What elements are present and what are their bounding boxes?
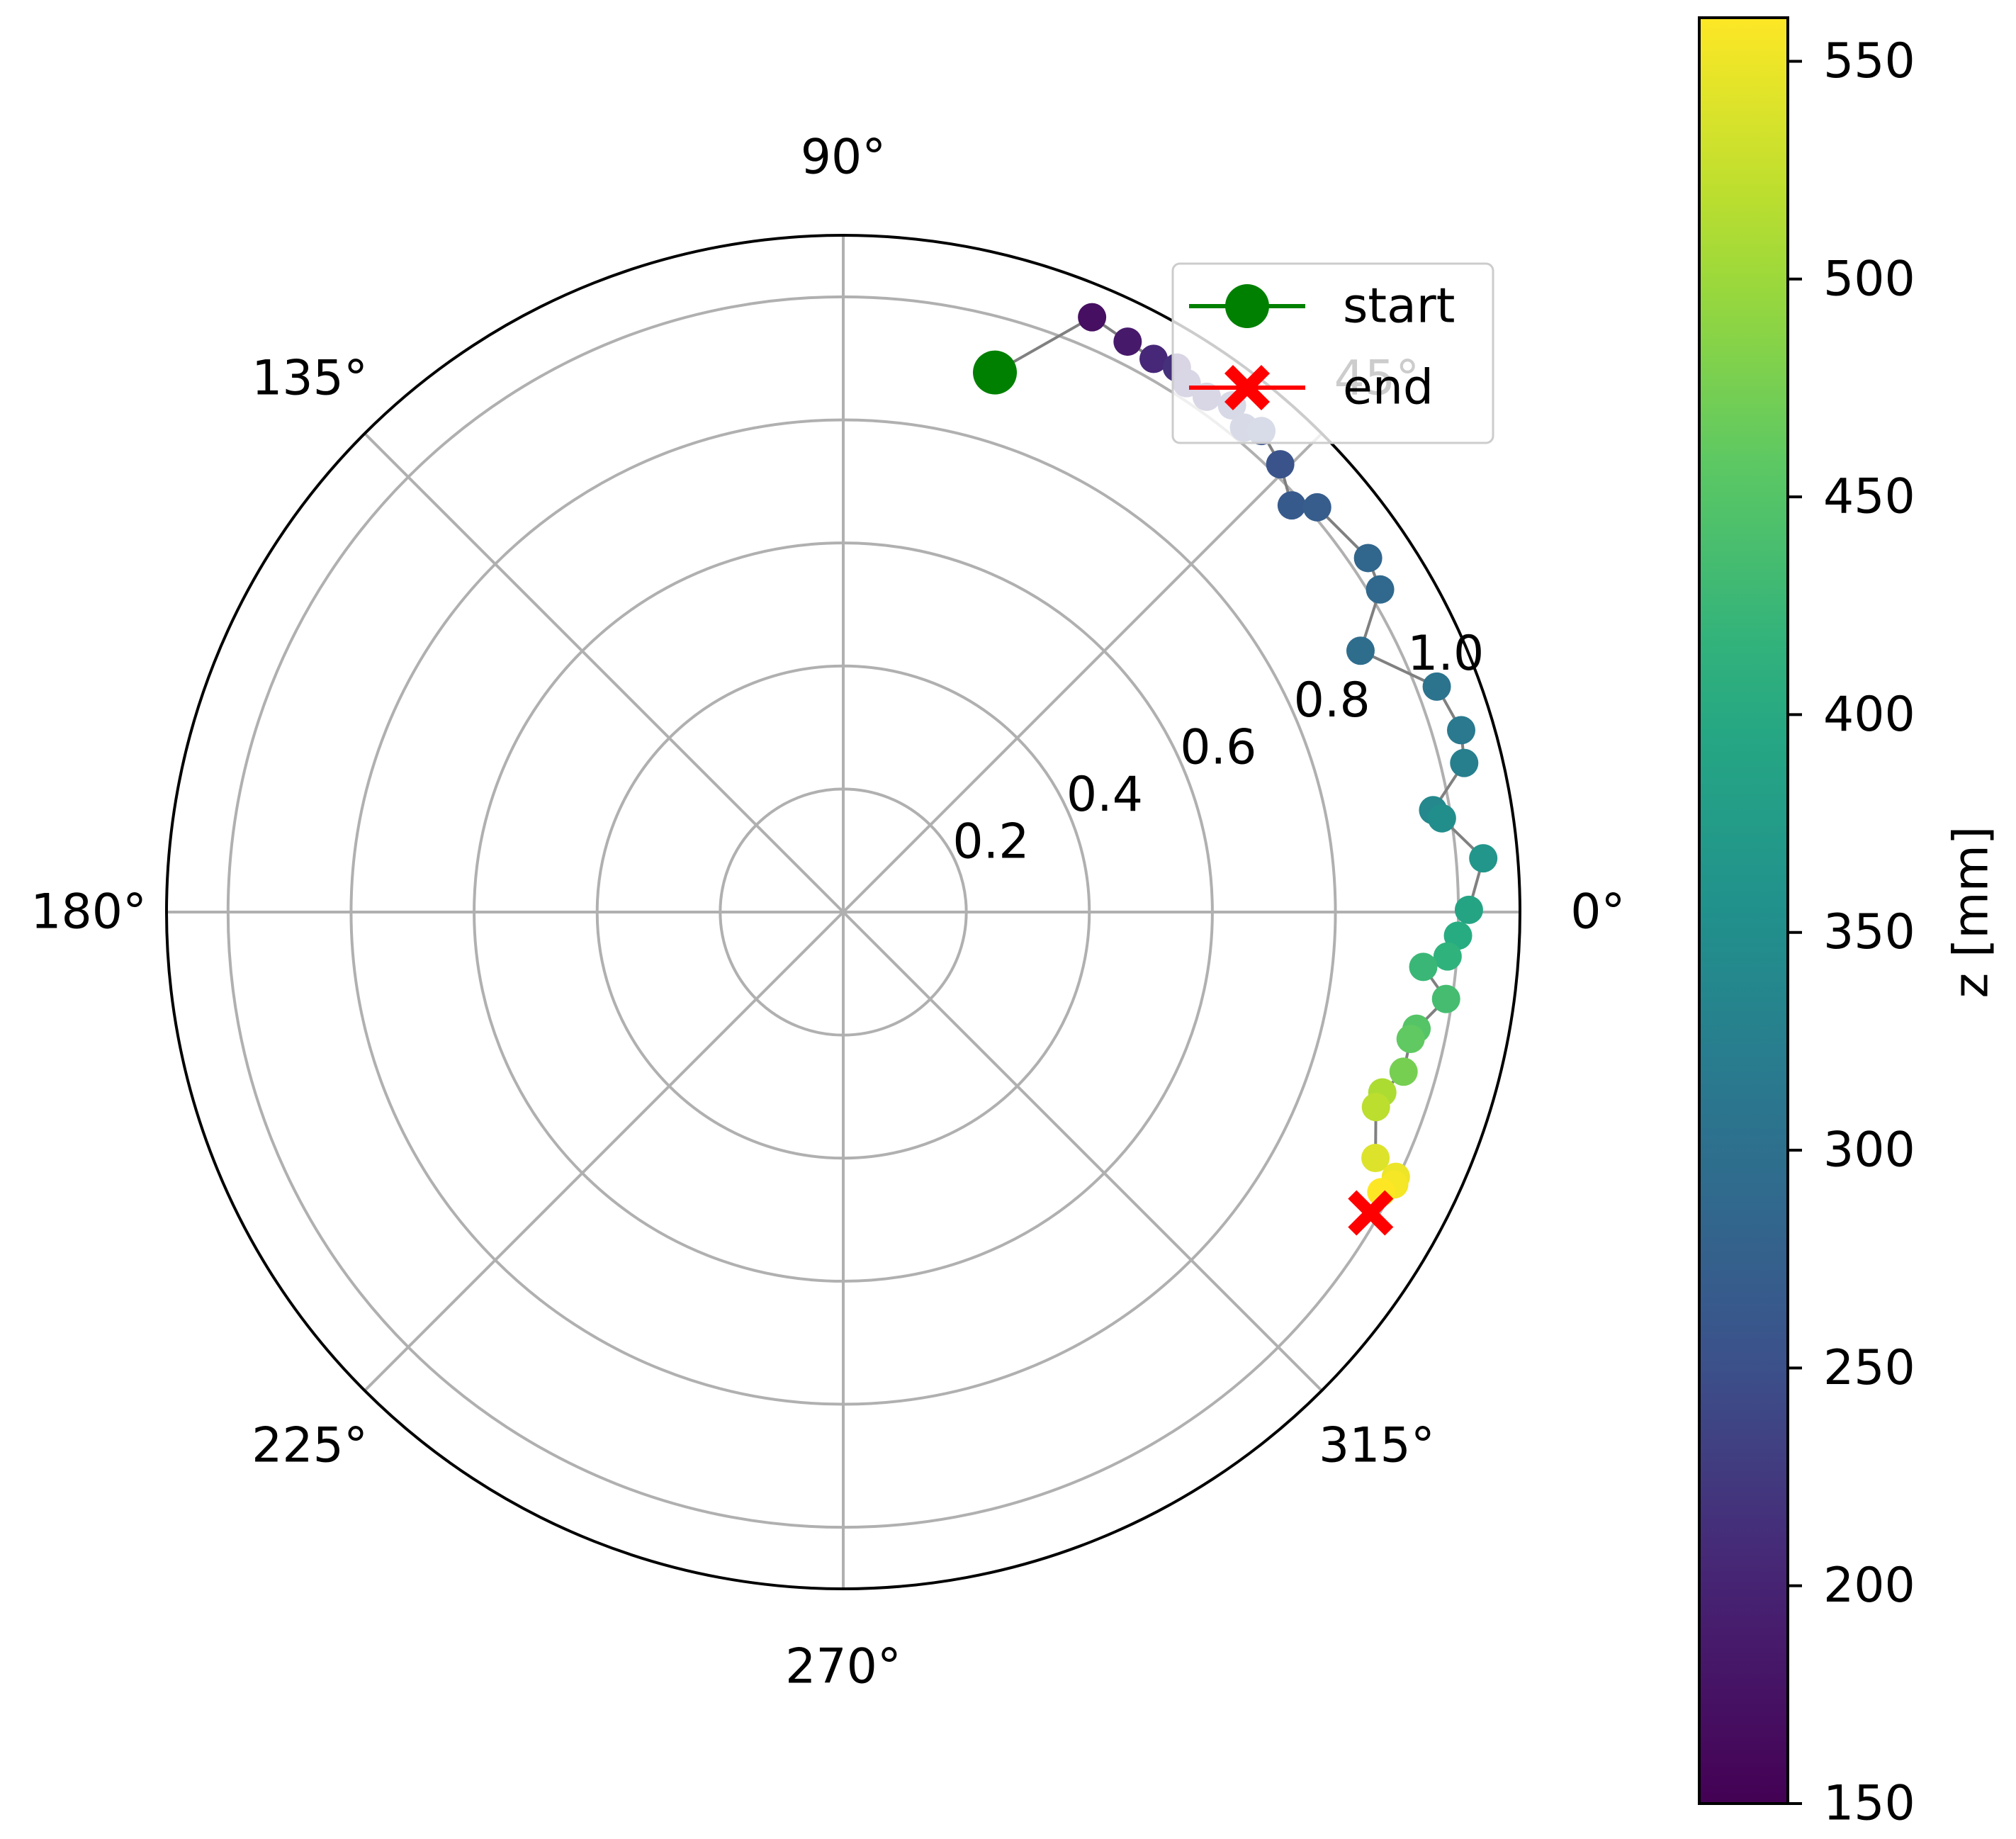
r-tick-label: 0.6 [1180, 720, 1256, 776]
colorbar-tick-label: 550 [1823, 33, 1915, 89]
theta-tick-label: 315° [1319, 1417, 1435, 1473]
r-tick-label: 0.8 [1294, 673, 1370, 729]
data-point [1353, 544, 1383, 573]
data-point [1078, 303, 1107, 332]
theta-tick-label: 90° [801, 130, 886, 186]
data-point [1450, 748, 1479, 777]
theta-gridline [364, 911, 845, 1392]
data-point [1389, 1057, 1418, 1086]
data-point [1113, 327, 1142, 356]
data-point [1361, 1093, 1390, 1122]
theta-tick-label: 135° [252, 351, 368, 407]
theta-tick-label: 180° [30, 884, 147, 940]
start-marker [973, 350, 1018, 395]
data-point [1431, 984, 1460, 1013]
theta-gridline [364, 432, 845, 913]
data-point [1433, 942, 1462, 971]
data-point [1409, 952, 1438, 982]
polar-grid [165, 234, 1521, 1590]
colorbar-tick-label: 350 [1823, 904, 1915, 960]
colorbar-tick-label: 400 [1823, 687, 1915, 743]
theta-gridline [842, 432, 1323, 913]
colorbar-label: z [mm] [1944, 826, 2000, 999]
data-point [1447, 716, 1476, 745]
colorbar-tick-label: 200 [1823, 1558, 1915, 1614]
legend-marker-start [1225, 284, 1269, 328]
r-tick-label: 0.4 [1066, 767, 1143, 823]
data-point [1266, 450, 1295, 479]
polar-frame [165, 234, 1521, 1590]
data-point [1427, 804, 1456, 833]
end-marker [1348, 1190, 1394, 1236]
r-tick-label: 1.0 [1407, 626, 1484, 682]
r-tick-label: 0.2 [952, 814, 1029, 870]
legend-label: end [1343, 360, 1434, 416]
data-point [1361, 1144, 1390, 1173]
r-tick-labels: 0.2 0.4 0.6 0.8 1.0 [952, 626, 1484, 870]
data-point [1454, 895, 1483, 924]
data-point [1469, 844, 1498, 873]
data-point [1302, 493, 1331, 522]
theta-tick-label: 270° [785, 1638, 901, 1694]
colorbar-tick-label: 500 [1823, 251, 1915, 307]
data-point [1346, 636, 1375, 665]
data-point [1277, 491, 1306, 520]
legend: start end [1171, 262, 1494, 444]
colorbar-tick-label: 450 [1823, 469, 1915, 525]
colorbar-tick-label: 250 [1823, 1340, 1915, 1396]
theta-tick-label: 0° [1570, 884, 1625, 940]
colorbar-tick-label: 150 [1823, 1776, 1915, 1832]
colorbar-gradient [1698, 16, 1789, 1805]
colorbar-tick-label: 300 [1823, 1123, 1915, 1179]
data-point [1422, 672, 1451, 701]
legend-marker-end [1224, 365, 1270, 410]
legend-label: start [1343, 279, 1455, 334]
colorbar: 150 200 250 300 350 400 450 500 550 z [mm] [1698, 16, 2000, 1832]
data-point [1396, 1024, 1425, 1053]
start-end-markers [973, 350, 1394, 1236]
data-point [1365, 575, 1395, 604]
data-point [1139, 344, 1169, 373]
theta-tick-label: 225° [252, 1417, 368, 1473]
theta-gridline [842, 911, 1323, 1392]
